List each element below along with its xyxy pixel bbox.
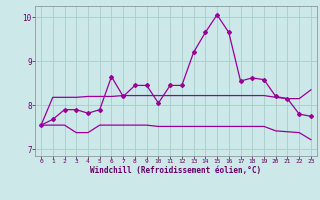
X-axis label: Windchill (Refroidissement éolien,°C): Windchill (Refroidissement éolien,°C) [91,166,261,175]
